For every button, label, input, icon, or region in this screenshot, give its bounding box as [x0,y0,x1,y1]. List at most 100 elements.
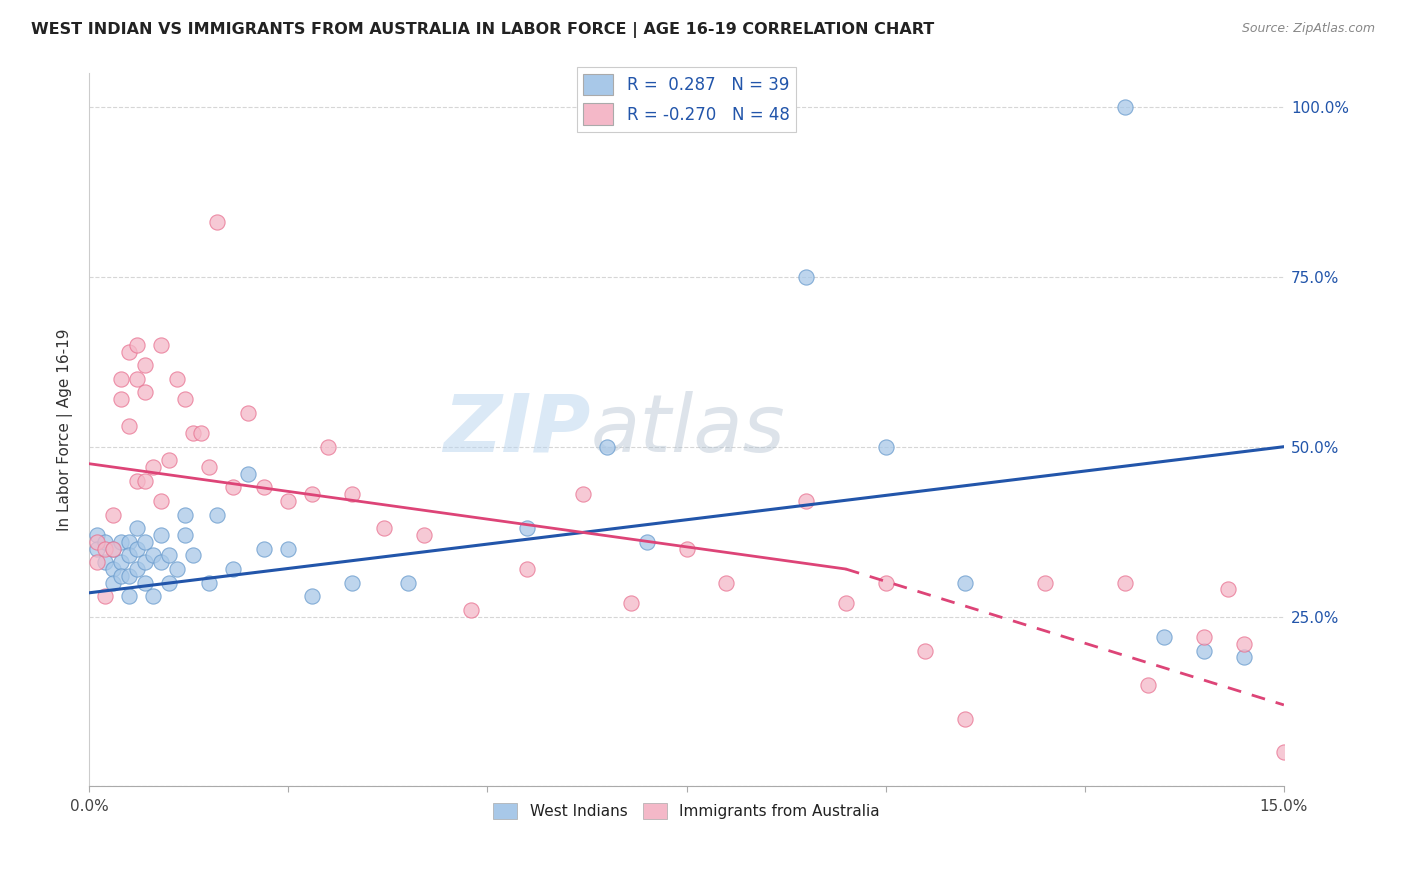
Point [94,534,117,549]
Point [101,541,124,556]
Point [181,426,204,441]
Point [205,215,228,229]
Text: ZIP: ZIP [443,391,591,468]
Point [142,549,165,563]
Point [373,521,395,535]
Point [253,541,276,556]
Point [277,494,299,508]
Point [675,541,697,556]
Point [716,575,738,590]
Point [253,481,276,495]
Point [142,460,165,475]
Point [110,534,132,549]
Point [94,541,117,556]
Point [955,575,977,590]
Point [118,534,141,549]
Point [794,494,817,508]
Point [221,481,243,495]
Point [101,541,124,556]
Point [125,474,148,488]
Point [118,344,141,359]
Point [1233,650,1256,665]
Point [134,358,156,372]
Point [301,487,323,501]
Point [1192,630,1215,644]
Point [110,392,132,406]
Point [125,562,148,576]
Point [197,575,219,590]
Point [516,521,538,535]
Point [181,549,204,563]
Point [316,440,339,454]
Point [125,541,148,556]
Point [118,589,141,603]
Point [460,603,482,617]
Point [1216,582,1239,597]
Point [173,392,195,406]
Point [1033,575,1056,590]
Point [340,575,363,590]
Point [197,460,219,475]
Point [1114,100,1136,114]
Point [149,338,172,352]
Point [134,474,156,488]
Point [396,575,419,590]
Text: atlas: atlas [591,391,786,468]
Point [157,453,180,467]
Point [835,596,858,610]
Point [157,549,180,563]
Legend: West Indians, Immigrants from Australia: West Indians, Immigrants from Australia [486,797,886,825]
Point [134,575,156,590]
Point [142,589,165,603]
Point [101,508,124,522]
Point [110,569,132,583]
Point [277,541,299,556]
Point [875,575,897,590]
Text: Source: ZipAtlas.com: Source: ZipAtlas.com [1241,22,1375,36]
Point [125,372,148,386]
Point [238,467,260,481]
Point [101,562,124,576]
Point [134,385,156,400]
Point [875,440,897,454]
Point [238,406,260,420]
Point [1192,643,1215,657]
Text: WEST INDIAN VS IMMIGRANTS FROM AUSTRALIA IN LABOR FORCE | AGE 16-19 CORRELATION : WEST INDIAN VS IMMIGRANTS FROM AUSTRALIA… [31,22,934,38]
Point [620,596,643,610]
Point [412,528,434,542]
Point [166,372,188,386]
Point [149,494,172,508]
Point [86,541,108,556]
Y-axis label: In Labor Force | Age 16-19: In Labor Force | Age 16-19 [58,328,73,531]
Point [86,555,108,569]
Point [1137,677,1160,691]
Point [110,372,132,386]
Point [149,528,172,542]
Point [149,555,172,569]
Point [1153,630,1175,644]
Point [110,555,132,569]
Point [134,555,156,569]
Point [596,440,619,454]
Point [516,562,538,576]
Point [166,562,188,576]
Point [118,549,141,563]
Point [94,555,117,569]
Point [86,534,108,549]
Point [173,508,195,522]
Point [572,487,595,501]
Point [94,589,117,603]
Point [101,575,124,590]
Point [205,508,228,522]
Point [118,419,141,434]
Point [190,426,212,441]
Point [955,712,977,726]
Point [914,643,936,657]
Point [134,534,156,549]
Point [86,528,108,542]
Point [636,534,658,549]
Point [125,338,148,352]
Point [173,528,195,542]
Point [125,521,148,535]
Point [118,569,141,583]
